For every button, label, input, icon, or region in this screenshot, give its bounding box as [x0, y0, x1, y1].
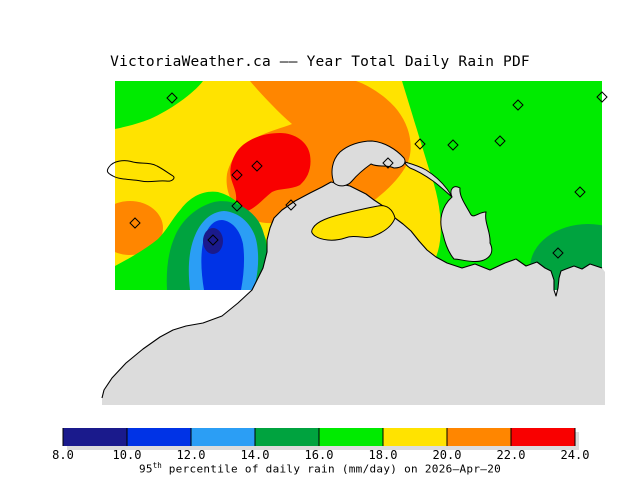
colorbar-tick-label: 16.0	[305, 448, 334, 462]
field-20-22-west	[115, 201, 163, 255]
page-title: VictoriaWeather.ca —— Year Total Daily R…	[110, 54, 530, 70]
strait-water	[102, 182, 605, 405]
colorbar-segment	[63, 428, 127, 446]
caption-superscript: th	[152, 461, 162, 470]
station-marker	[231, 200, 243, 212]
colorbar-tick-label: 18.0	[369, 448, 398, 462]
geography-layer	[101, 140, 605, 405]
colorbar-tick-label: 12.0	[177, 448, 206, 462]
colorbar-tick-label: 20.0	[433, 448, 462, 462]
station-marker	[129, 217, 141, 229]
caption-prefix: 95	[138, 462, 153, 476]
station-marker	[166, 92, 178, 104]
station-marker	[574, 186, 586, 198]
colorbar-segment	[127, 428, 191, 446]
field-8-10-minimum	[203, 228, 223, 254]
station-marker	[596, 91, 608, 103]
harbour-water	[440, 186, 493, 263]
colorbar-tick-label: 24.0	[561, 448, 590, 462]
field-16-18-northwest	[115, 81, 203, 129]
colorbar-tick-label: 14.0	[241, 448, 270, 462]
station-marker	[552, 247, 564, 259]
station-marker	[494, 135, 506, 147]
colorbar: 8.0 10.0 12.0 14.0 16.0 18.0 20.0 22.0 24.0	[52, 428, 589, 462]
colorbar-segment	[255, 428, 319, 446]
colorbar-segment	[191, 428, 255, 446]
colorbar-segment	[383, 428, 447, 446]
station-marker	[251, 160, 263, 172]
station-marker	[285, 199, 297, 211]
peninsula-landmass	[311, 205, 396, 241]
colorbar-segment	[511, 428, 575, 446]
colorbar-caption: 95th percentile of daily rain (mm/day) o…	[0, 461, 640, 476]
colorbar-segment	[447, 428, 511, 446]
station-marker	[207, 234, 219, 246]
station-marker	[512, 99, 524, 111]
station-marker	[231, 169, 243, 181]
colorbar-tick-label: 10.0	[113, 448, 142, 462]
sooke-basin-water	[331, 140, 406, 187]
lake-outline	[106, 160, 175, 183]
colorbar-tick-label: 8.0	[52, 448, 74, 462]
caption-text: percentile of daily rain (mm/day) on 202…	[161, 462, 502, 476]
field-22-24-maximum	[230, 133, 311, 212]
station-marker	[447, 139, 459, 151]
colorbar-segment	[319, 428, 383, 446]
colorbar-tick-label: 22.0	[497, 448, 526, 462]
station-markers-layer	[129, 91, 608, 259]
station-marker	[382, 157, 394, 169]
station-marker	[414, 138, 426, 150]
